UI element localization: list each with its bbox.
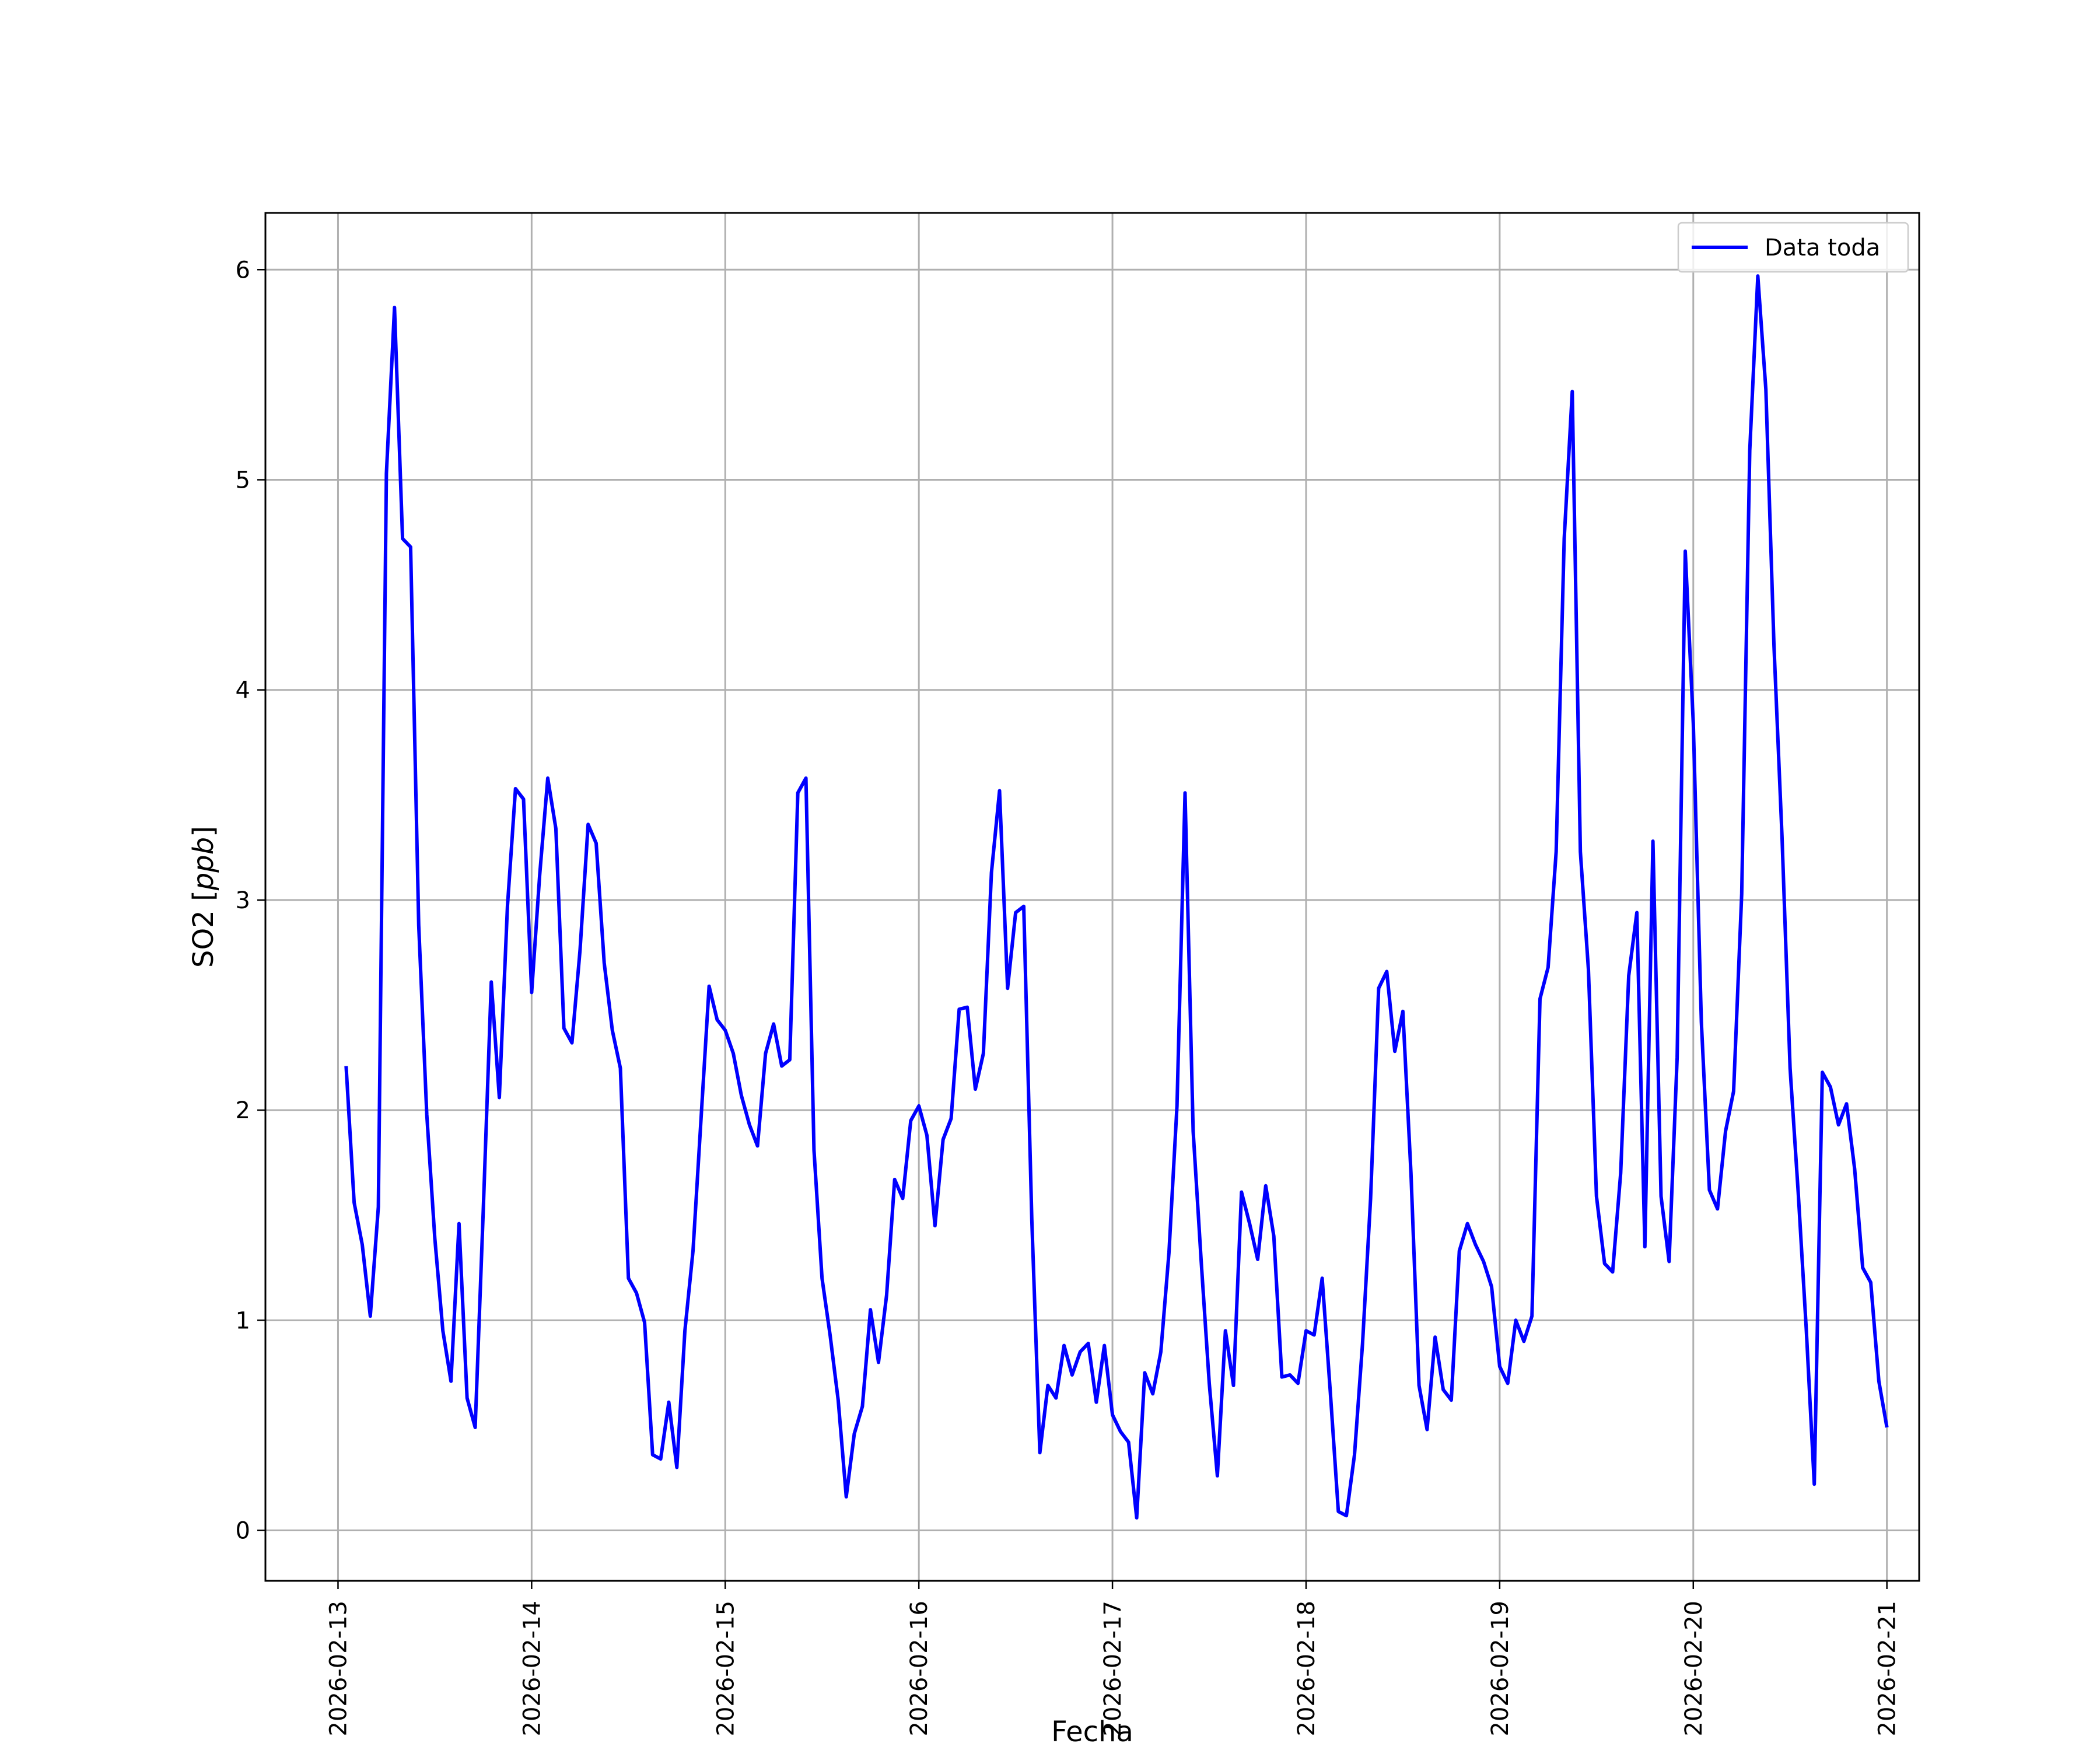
- y-tick-label: 2: [236, 1097, 250, 1124]
- x-tick-label: 2026-02-15: [712, 1601, 739, 1736]
- x-tick-label: 2026-02-16: [906, 1601, 933, 1736]
- y-axis-label: SO2 [ppb]: [187, 826, 220, 968]
- legend-box: [1677, 222, 1909, 273]
- plot-frame: [264, 212, 1920, 1582]
- y-tick-label: 0: [236, 1518, 250, 1545]
- y-axis-label-text: SO2: [187, 901, 220, 968]
- y-axis-label-open-bracket: [: [187, 890, 220, 901]
- y-axis-label-unit: ppb: [187, 837, 220, 891]
- x-tick-label: 2026-02-17: [1100, 1601, 1126, 1736]
- x-axis-label: Fecha: [1051, 1716, 1133, 1748]
- y-tick-label: 4: [236, 677, 250, 704]
- x-tick-label: 2026-02-21: [1874, 1601, 1901, 1736]
- y-tick-label: 3: [236, 887, 250, 914]
- series-layer: [344, 274, 1889, 1520]
- x-axis-ticks: 2026-02-13 2026-02-14 2026-02-15 2026-02-16…: [325, 1581, 1901, 1736]
- y-axis-ticks: 0 1 2 3 4 5 6: [236, 257, 265, 1545]
- y-axis-label-close-bracket: ]: [187, 826, 220, 837]
- y-tick-label: 6: [236, 257, 250, 284]
- legend-entry-label: Data toda: [1765, 235, 1880, 261]
- x-tick-label: 2026-02-19: [1487, 1601, 1514, 1736]
- legend: Data toda: [1677, 222, 1909, 273]
- x-tick-label: 2026-02-20: [1681, 1601, 1707, 1736]
- x-tick-label: 2026-02-18: [1293, 1601, 1320, 1736]
- series-line: [344, 274, 1889, 1520]
- x-tick-label: 2026-02-14: [519, 1601, 545, 1736]
- grid-lines: [265, 213, 1919, 1581]
- y-tick-label: 1: [236, 1307, 250, 1334]
- x-tick-label: 2026-02-13: [325, 1601, 352, 1736]
- y-tick-label: 5: [236, 467, 250, 494]
